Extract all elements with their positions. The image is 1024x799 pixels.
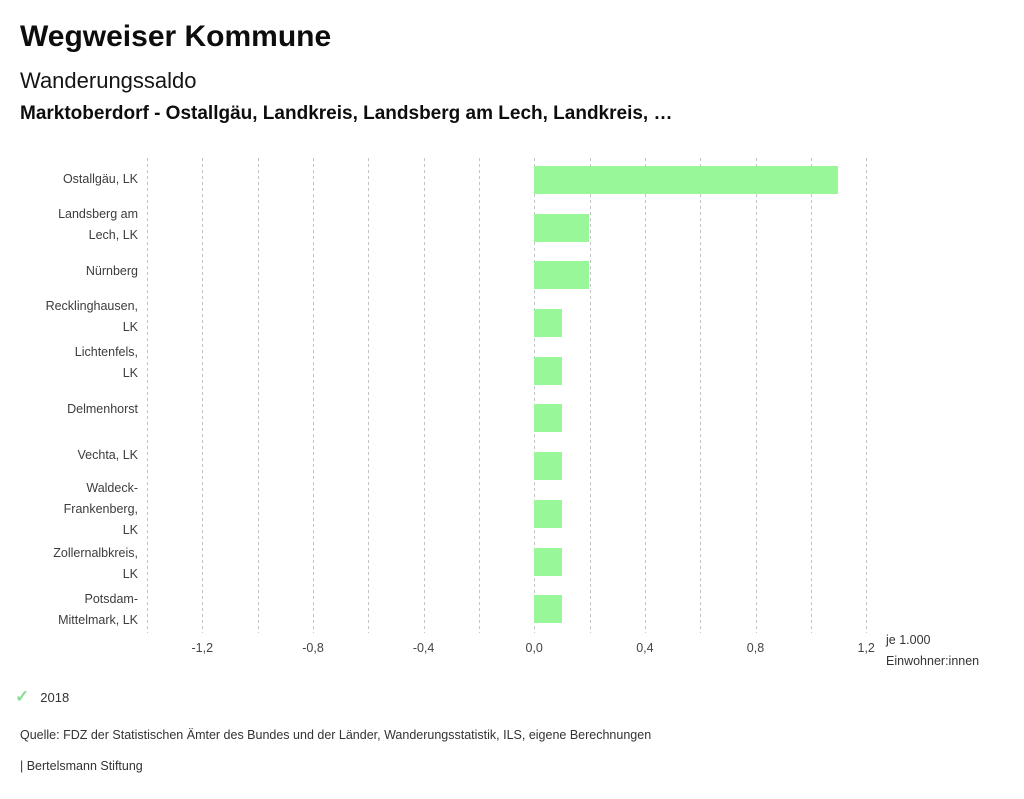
plot-area <box>147 156 880 633</box>
legend-item-2018[interactable]: ✓ 2018 <box>15 688 69 706</box>
bar-landsberg-am-lech-lk[interactable] <box>534 213 590 242</box>
brand-text: | Bertelsmann Stiftung <box>20 759 143 773</box>
category-label: Zollernalbkreis, LK <box>53 546 138 581</box>
bar-ostallg-u-lk[interactable] <box>534 165 839 194</box>
bar-waldeck-frankenberg-lk[interactable] <box>534 499 562 528</box>
bar-recklinghausen-lk[interactable] <box>534 309 562 337</box>
gridline <box>478 158 480 633</box>
x-tick-label: 1,2 <box>857 641 875 655</box>
bar-zollernalbkreis-lk[interactable] <box>534 547 562 576</box>
category-label: Recklinghausen, LK <box>45 299 138 334</box>
gridline <box>257 158 259 633</box>
category-label: Potsdam- Mittelmark, LK <box>58 592 138 627</box>
bar-lichtenfels-lk[interactable] <box>534 356 562 385</box>
category-label: Nürnberg <box>85 263 138 278</box>
gridline <box>700 158 702 633</box>
check-icon: ✓ <box>15 687 30 706</box>
gridline <box>202 158 204 633</box>
x-tick-label: 0,8 <box>746 641 765 655</box>
gridline <box>589 158 591 633</box>
app-title: Wegweiser Kommune <box>20 20 332 53</box>
x-axis-unit-label: je 1.000 Einwohner:innen <box>886 633 980 668</box>
gridline <box>147 158 148 633</box>
x-tick-label: 0,0 <box>525 641 543 655</box>
x-tick-label: -1,2 <box>191 641 214 655</box>
chart-title: Wanderungssaldo <box>20 68 197 93</box>
source-text: Quelle: FDZ der Statistischen Ämter des … <box>20 728 652 742</box>
selected-regions: Marktoberdorf - Ostallgäu, Landkreis, La… <box>20 103 673 124</box>
bar-vechta-lk[interactable] <box>534 452 562 481</box>
gridline <box>368 158 370 633</box>
x-tick-label: -0,8 <box>302 641 324 655</box>
gridline <box>866 158 868 633</box>
gridline <box>313 158 314 633</box>
gridline <box>755 158 757 633</box>
bar-n-rnberg[interactable] <box>534 261 590 290</box>
x-tick-label: 0,4 <box>636 641 654 655</box>
gridline <box>534 158 536 633</box>
category-labels: Ostallgäu, LK Landsberg am Lech, LK Nürnbe… <box>0 156 138 633</box>
gridline <box>423 158 425 633</box>
category-label: Ostallgäu, LK <box>62 171 138 186</box>
x-axis-ticks: -1,2 -0,8 -0,4 0,0 0,4 0,8 1,2 <box>147 641 880 657</box>
bar-delmenhorst[interactable] <box>534 404 562 433</box>
bar-potsdam-mittelmark-lk[interactable] <box>534 595 562 624</box>
legend-year-label: 2018 <box>40 689 70 705</box>
category-label: Waldeck- Frankenberg, LK <box>63 481 138 537</box>
category-label: Lichtenfels, LK <box>74 345 138 380</box>
gridline <box>810 158 812 633</box>
category-label: Vechta, LK <box>77 447 138 462</box>
category-label: Delmenhorst <box>67 401 138 416</box>
x-tick-label: -0,4 <box>412 641 435 655</box>
gridline <box>644 158 646 633</box>
category-label: Landsberg am Lech, LK <box>58 207 138 242</box>
